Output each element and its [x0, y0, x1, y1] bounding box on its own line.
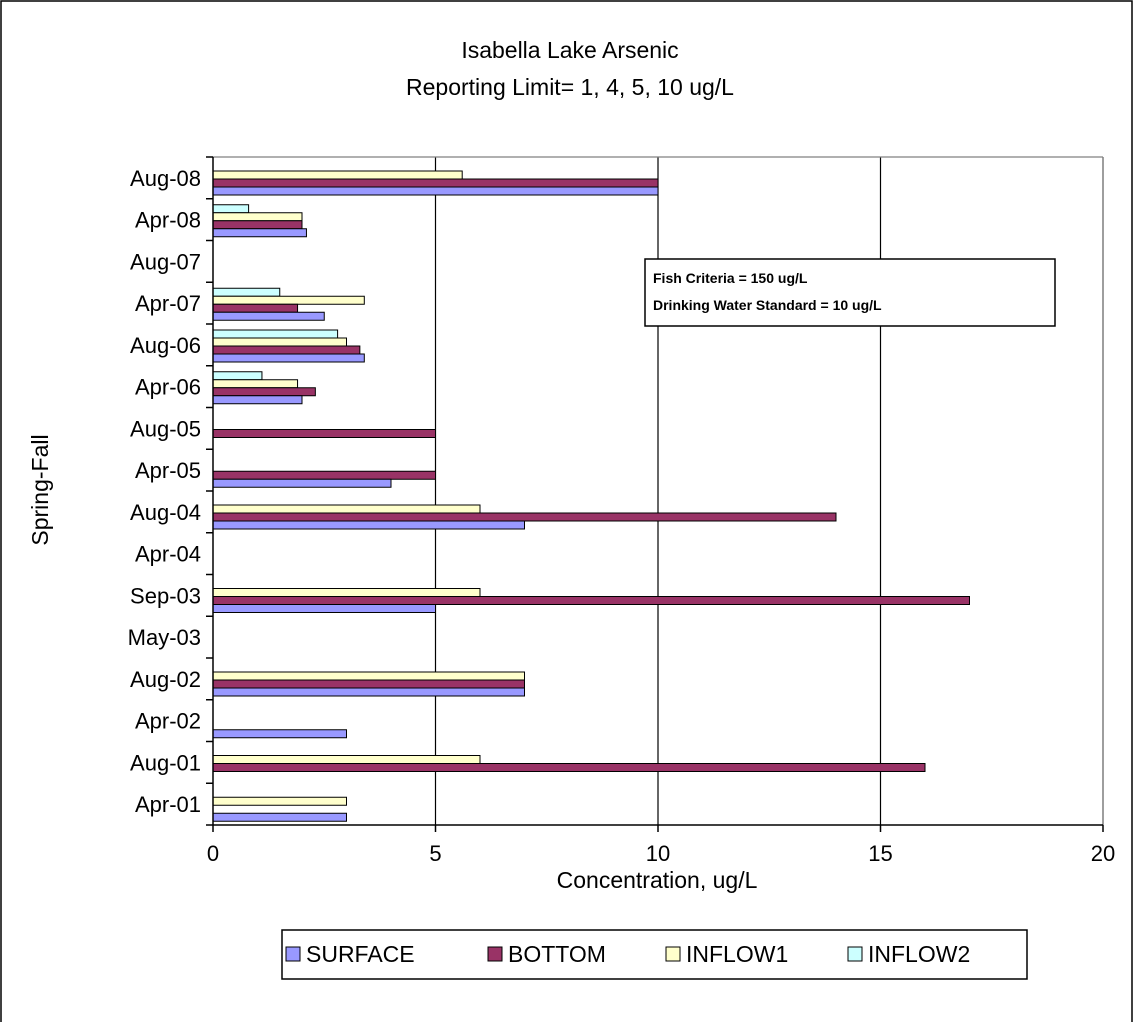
bar-bottom-apr-08 — [212, 220, 303, 230]
x-axis-label: Concentration, ug/L — [557, 867, 758, 893]
bar-bottom-apr-06 — [212, 387, 316, 397]
bar-inflow1-sep-03 — [212, 588, 481, 597]
legend-label-bottom: BOTTOM — [508, 941, 606, 967]
annotation-line-1: Fish Criteria = 150 ug/L — [653, 270, 808, 286]
annotation-frame — [644, 258, 1056, 327]
bar-inflow1-apr-07 — [212, 295, 365, 305]
legend-label-surface: SURFACE — [306, 941, 415, 967]
annotation-box: Fish Criteria = 150 ug/L Drinking Water … — [644, 258, 1056, 327]
x-tick-label: 15 — [868, 841, 892, 866]
bar-inflow1-aug-06 — [212, 337, 347, 347]
legend-label-inflow2: INFLOW2 — [868, 941, 970, 967]
x-tick-labels: 0 5 10 15 20 — [207, 841, 1115, 866]
y-tick-labels: Apr-01 Aug-01 Apr-02 Aug-02 May-03 Sep-03 Apr-… — [128, 166, 201, 817]
x-tick-label: 10 — [646, 841, 670, 866]
y-tick-label: Apr-06 — [135, 375, 201, 400]
bar-bottom-apr-07 — [212, 303, 299, 313]
y-tick-label: Apr-01 — [135, 792, 201, 817]
bar-inflow2-apr-08 — [212, 204, 250, 214]
y-tick-label: Sep-03 — [130, 583, 201, 608]
bar-surface-apr-02 — [212, 729, 347, 739]
y-tick-label: Aug-01 — [130, 750, 201, 775]
bars — [212, 170, 970, 822]
bar-surface-aug-04 — [212, 520, 525, 530]
y-tick-label: Aug-02 — [130, 667, 201, 692]
bar-surface-aug-06 — [212, 353, 365, 363]
bar-surface-apr-01 — [212, 812, 347, 822]
x-tick-label: 0 — [207, 841, 219, 866]
bar-bottom-sep-03 — [212, 596, 970, 605]
bar-bottom-aug-04 — [212, 512, 837, 522]
bar-surface-apr-06 — [212, 395, 303, 405]
bar-inflow2-apr-06 — [212, 371, 263, 381]
bar-surface-apr-07 — [212, 311, 325, 321]
chart-subtitle: Reporting Limit= 1, 4, 5, 10 ug/L — [406, 74, 734, 100]
legend-swatch-inflow2 — [847, 946, 863, 962]
x-tick-label: 20 — [1091, 841, 1115, 866]
bar-surface-apr-05 — [212, 478, 392, 488]
bar-bottom-apr-05 — [212, 470, 436, 480]
bar-inflow2-apr-07 — [212, 287, 281, 297]
bar-bottom-aug-01 — [212, 763, 926, 772]
legend-frame — [281, 929, 1028, 980]
y-tick-label: Apr-04 — [135, 542, 201, 567]
y-tick-label: Aug-07 — [130, 249, 201, 274]
legend-swatch-surface — [285, 946, 301, 962]
legend-swatch-inflow1 — [665, 946, 681, 962]
y-tick-label: Apr-05 — [135, 458, 201, 483]
y-tick-label: Apr-07 — [135, 291, 201, 316]
y-tick-label: Apr-08 — [135, 208, 201, 233]
y-tick-label: Aug-06 — [130, 333, 201, 358]
bar-inflow1-aug-02 — [212, 671, 525, 681]
x-tick-label: 5 — [429, 841, 441, 866]
bar-surface-apr-08 — [212, 228, 307, 238]
annotation-line-2: Drinking Water Standard = 10 ug/L — [653, 297, 882, 313]
bar-surface-aug-02 — [212, 687, 525, 697]
legend-label-inflow1: INFLOW1 — [686, 941, 788, 967]
bar-inflow1-apr-06 — [212, 379, 299, 389]
bar-surface-sep-03 — [212, 604, 436, 613]
y-tick-label: Apr-02 — [135, 709, 201, 734]
legend: SURFACE BOTTOM INFLOW1 INFLOW2 — [281, 929, 1028, 980]
bar-inflow1-aug-08 — [212, 170, 463, 180]
bar-inflow1-apr-08 — [212, 212, 303, 222]
bar-surface-aug-08 — [212, 186, 659, 196]
bar-bottom-aug-02 — [212, 679, 525, 689]
axes — [206, 156, 1104, 832]
y-tick-label: Aug-04 — [130, 500, 201, 525]
bar-inflow1-apr-01 — [212, 796, 347, 806]
y-tick-label: Aug-08 — [130, 166, 201, 191]
bar-inflow1-aug-04 — [212, 504, 481, 514]
bar-inflow1-aug-01 — [212, 755, 481, 764]
y-tick-label: May-03 — [128, 625, 201, 650]
bar-bottom-aug-06 — [212, 345, 361, 355]
chart-title: Isabella Lake Arsenic — [461, 37, 678, 63]
legend-swatch-bottom — [487, 946, 503, 962]
y-axis-label: Spring-Fall — [27, 434, 53, 545]
bar-bottom-aug-05 — [212, 429, 436, 438]
y-tick-label: Aug-05 — [130, 416, 201, 441]
bar-bottom-aug-08 — [212, 178, 659, 188]
bar-inflow2-aug-06 — [212, 329, 339, 339]
